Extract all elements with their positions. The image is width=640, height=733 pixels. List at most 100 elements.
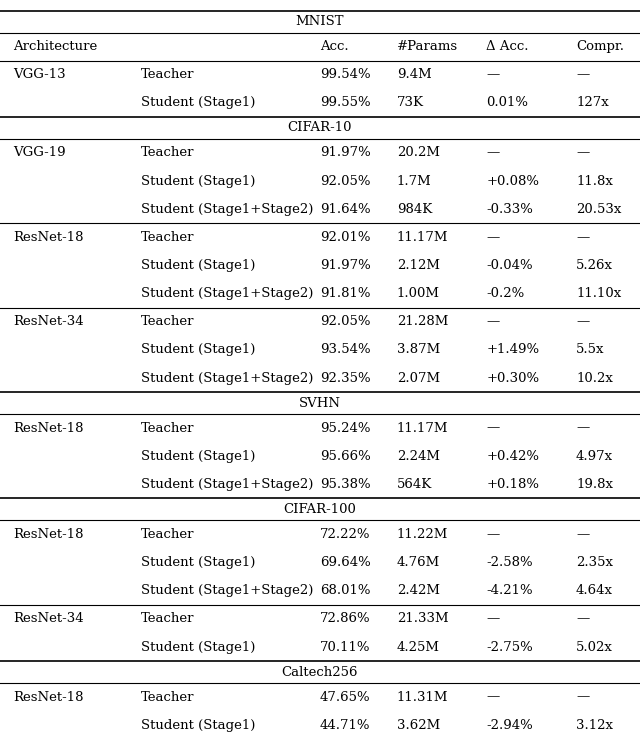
Text: 0.01%: 0.01% bbox=[486, 96, 529, 109]
Text: 95.66%: 95.66% bbox=[320, 450, 371, 463]
Text: —: — bbox=[576, 690, 589, 704]
Text: 91.81%: 91.81% bbox=[320, 287, 371, 300]
Text: —: — bbox=[576, 612, 589, 625]
Text: 93.54%: 93.54% bbox=[320, 343, 371, 356]
Text: 69.64%: 69.64% bbox=[320, 556, 371, 569]
Text: —: — bbox=[486, 612, 500, 625]
Text: 2.24M: 2.24M bbox=[397, 450, 440, 463]
Text: Teacher: Teacher bbox=[141, 612, 195, 625]
Text: -0.04%: -0.04% bbox=[486, 259, 533, 272]
Text: 47.65%: 47.65% bbox=[320, 690, 371, 704]
Text: +0.42%: +0.42% bbox=[486, 450, 540, 463]
Text: 4.64x: 4.64x bbox=[576, 584, 613, 597]
Text: 5.26x: 5.26x bbox=[576, 259, 613, 272]
Text: 9.4M: 9.4M bbox=[397, 68, 431, 81]
Text: Δ Acc.: Δ Acc. bbox=[486, 40, 529, 54]
Text: 3.12x: 3.12x bbox=[576, 719, 613, 732]
Text: 91.64%: 91.64% bbox=[320, 203, 371, 216]
Text: 11.8x: 11.8x bbox=[576, 174, 613, 188]
Text: 95.38%: 95.38% bbox=[320, 478, 371, 491]
Text: 95.24%: 95.24% bbox=[320, 421, 371, 435]
Text: —: — bbox=[576, 528, 589, 541]
Text: 3.87M: 3.87M bbox=[397, 343, 440, 356]
Text: Student (Stage1+Stage2): Student (Stage1+Stage2) bbox=[141, 478, 313, 491]
Text: Teacher: Teacher bbox=[141, 68, 195, 81]
Text: Student (Stage1): Student (Stage1) bbox=[141, 174, 255, 188]
Text: 5.02x: 5.02x bbox=[576, 641, 613, 654]
Text: 20.2M: 20.2M bbox=[397, 147, 440, 160]
Text: 11.17M: 11.17M bbox=[397, 421, 448, 435]
Text: -2.94%: -2.94% bbox=[486, 719, 533, 732]
Text: —: — bbox=[486, 421, 500, 435]
Text: —: — bbox=[486, 231, 500, 244]
Text: 99.54%: 99.54% bbox=[320, 68, 371, 81]
Text: 21.28M: 21.28M bbox=[397, 315, 448, 328]
Text: SVHN: SVHN bbox=[299, 397, 341, 410]
Text: —: — bbox=[576, 147, 589, 160]
Text: -4.21%: -4.21% bbox=[486, 584, 533, 597]
Text: 2.12M: 2.12M bbox=[397, 259, 440, 272]
Text: 10.2x: 10.2x bbox=[576, 372, 613, 385]
Text: Student (Stage1+Stage2): Student (Stage1+Stage2) bbox=[141, 372, 313, 385]
Text: 92.35%: 92.35% bbox=[320, 372, 371, 385]
Text: ResNet-18: ResNet-18 bbox=[13, 421, 83, 435]
Text: 92.05%: 92.05% bbox=[320, 315, 371, 328]
Text: VGG-19: VGG-19 bbox=[13, 147, 65, 160]
Text: -2.75%: -2.75% bbox=[486, 641, 533, 654]
Text: 5.5x: 5.5x bbox=[576, 343, 605, 356]
Text: Student (Stage1): Student (Stage1) bbox=[141, 641, 255, 654]
Text: 11.10x: 11.10x bbox=[576, 287, 621, 300]
Text: —: — bbox=[576, 421, 589, 435]
Text: 91.97%: 91.97% bbox=[320, 147, 371, 160]
Text: 127x: 127x bbox=[576, 96, 609, 109]
Text: —: — bbox=[486, 315, 500, 328]
Text: 99.55%: 99.55% bbox=[320, 96, 371, 109]
Text: 11.31M: 11.31M bbox=[397, 690, 448, 704]
Text: —: — bbox=[576, 315, 589, 328]
Text: —: — bbox=[486, 528, 500, 541]
Text: Student (Stage1): Student (Stage1) bbox=[141, 719, 255, 732]
Text: 91.97%: 91.97% bbox=[320, 259, 371, 272]
Text: 2.35x: 2.35x bbox=[576, 556, 613, 569]
Text: 70.11%: 70.11% bbox=[320, 641, 371, 654]
Text: +0.18%: +0.18% bbox=[486, 478, 540, 491]
Text: Student (Stage1): Student (Stage1) bbox=[141, 556, 255, 569]
Text: Caltech256: Caltech256 bbox=[282, 666, 358, 679]
Text: 4.25M: 4.25M bbox=[397, 641, 440, 654]
Text: —: — bbox=[486, 147, 500, 160]
Text: Teacher: Teacher bbox=[141, 421, 195, 435]
Text: 984K: 984K bbox=[397, 203, 432, 216]
Text: 4.76M: 4.76M bbox=[397, 556, 440, 569]
Text: ResNet-18: ResNet-18 bbox=[13, 528, 83, 541]
Text: MNIST: MNIST bbox=[296, 15, 344, 29]
Text: Teacher: Teacher bbox=[141, 528, 195, 541]
Text: +1.49%: +1.49% bbox=[486, 343, 540, 356]
Text: ResNet-34: ResNet-34 bbox=[13, 315, 83, 328]
Text: 4.97x: 4.97x bbox=[576, 450, 613, 463]
Text: Student (Stage1+Stage2): Student (Stage1+Stage2) bbox=[141, 203, 313, 216]
Text: #Params: #Params bbox=[397, 40, 458, 54]
Text: 20.53x: 20.53x bbox=[576, 203, 621, 216]
Text: Teacher: Teacher bbox=[141, 690, 195, 704]
Text: 2.07M: 2.07M bbox=[397, 372, 440, 385]
Text: Student (Stage1): Student (Stage1) bbox=[141, 450, 255, 463]
Text: 1.00M: 1.00M bbox=[397, 287, 440, 300]
Text: CIFAR-100: CIFAR-100 bbox=[284, 503, 356, 516]
Text: 92.01%: 92.01% bbox=[320, 231, 371, 244]
Text: Acc.: Acc. bbox=[320, 40, 349, 54]
Text: 3.62M: 3.62M bbox=[397, 719, 440, 732]
Text: —: — bbox=[576, 68, 589, 81]
Text: Student (Stage1): Student (Stage1) bbox=[141, 259, 255, 272]
Text: Compr.: Compr. bbox=[576, 40, 624, 54]
Text: 11.22M: 11.22M bbox=[397, 528, 448, 541]
Text: Architecture: Architecture bbox=[13, 40, 97, 54]
Text: -0.2%: -0.2% bbox=[486, 287, 525, 300]
Text: 92.05%: 92.05% bbox=[320, 174, 371, 188]
Text: Student (Stage1): Student (Stage1) bbox=[141, 343, 255, 356]
Text: 564K: 564K bbox=[397, 478, 432, 491]
Text: —: — bbox=[486, 68, 500, 81]
Text: -2.58%: -2.58% bbox=[486, 556, 533, 569]
Text: VGG-13: VGG-13 bbox=[13, 68, 65, 81]
Text: 1.7M: 1.7M bbox=[397, 174, 431, 188]
Text: 68.01%: 68.01% bbox=[320, 584, 371, 597]
